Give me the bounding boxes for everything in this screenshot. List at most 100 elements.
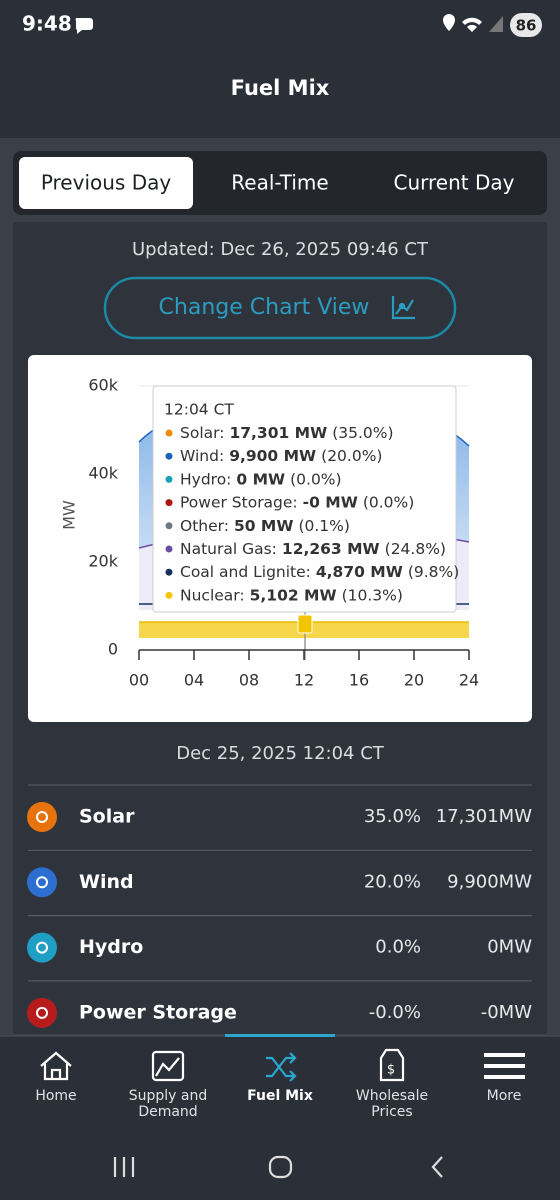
fuel-percent: 35.0% bbox=[364, 806, 421, 827]
fuel-icon-mark bbox=[36, 1006, 48, 1019]
supply-icon-line bbox=[155, 1057, 180, 1077]
tooltip-time: 12:04 CT bbox=[164, 401, 234, 419]
x-tick-label: 00 bbox=[129, 671, 149, 690]
fuel-mw: 9,900MW bbox=[447, 871, 532, 892]
signal-icon bbox=[489, 16, 503, 32]
fuel-percent: -0.0% bbox=[369, 1002, 421, 1023]
nav-label-line: Demand bbox=[138, 1104, 197, 1120]
x-tick-label: 12 bbox=[294, 671, 314, 690]
bottom-nav bbox=[0, 1036, 560, 1200]
battery-level: 86 bbox=[516, 17, 537, 35]
tooltip-mw: 0 MW bbox=[236, 470, 285, 488]
tooltip-mw: 4,870 MW bbox=[316, 563, 403, 581]
fuel-icon bbox=[27, 867, 57, 898]
fuel-mw: 17,301MW bbox=[436, 806, 533, 827]
fuel-icon-mark bbox=[36, 811, 48, 823]
nav-label[interactable]: Supply and Demand bbox=[129, 1088, 208, 1120]
tab-label[interactable]: Real-Time bbox=[231, 171, 328, 195]
nav-label[interactable]: Home bbox=[35, 1088, 76, 1104]
tooltip-mw: -0 MW bbox=[303, 493, 358, 511]
y-tick-label: 20k bbox=[88, 552, 118, 571]
tooltip-item: Power Storage: -0 MW (0.0%) bbox=[180, 493, 414, 511]
fuel-percent: 20.0% bbox=[364, 871, 421, 892]
nav-label[interactable]: Wholesale Prices bbox=[356, 1088, 428, 1120]
location-icon bbox=[443, 14, 455, 31]
home-icon bbox=[40, 1051, 72, 1081]
updated-time: Updated: Dec 26, 2025 09:46 CT bbox=[132, 239, 429, 260]
tooltip-name: Natural Gas: bbox=[180, 540, 277, 558]
tooltip-mw: 50 MW bbox=[234, 516, 294, 534]
tooltip-pct: (20.0%) bbox=[321, 447, 382, 465]
tooltip-name: Coal and Lignite: bbox=[180, 563, 311, 581]
tooltip-mw: 5,102 MW bbox=[250, 586, 337, 604]
legend-dot bbox=[165, 522, 173, 530]
tooltip-item: Other: 50 MW (0.1%) bbox=[180, 516, 350, 534]
fuel-mw: -0MW bbox=[481, 1002, 532, 1023]
tooltip-item: Nuclear: 5,102 MW (10.3%) bbox=[180, 586, 403, 604]
tooltip-mw: 12,263 MW bbox=[282, 540, 380, 558]
nav-icons bbox=[40, 1048, 525, 1082]
more-icon bbox=[484, 1053, 525, 1079]
legend-dot bbox=[165, 429, 173, 437]
change-chart-view-label[interactable]: Change Chart View bbox=[159, 295, 370, 320]
battery-pill bbox=[510, 13, 542, 37]
fuel-list: Solar 35.0% 17,301MW Wind 20.0% 9,900MW Hydro 0… bbox=[27, 784, 533, 1028]
tab-label[interactable]: Current Day bbox=[394, 171, 515, 195]
fuel-icon-mark bbox=[36, 941, 48, 954]
fuel-icon bbox=[27, 997, 57, 1028]
supply-icon bbox=[151, 1050, 185, 1082]
tooltip-mw: 17,301 MW bbox=[229, 424, 327, 442]
y-tick-label: 0 bbox=[108, 640, 118, 659]
fuel-icon bbox=[27, 802, 57, 832]
fuel-name: Hydro bbox=[79, 936, 143, 958]
tooltip bbox=[152, 385, 457, 613]
nav-label-line: Wholesale bbox=[356, 1088, 428, 1104]
tooltip-name: Other: bbox=[180, 516, 229, 534]
tooltip-name: Solar: bbox=[180, 424, 224, 442]
home-button[interactable] bbox=[268, 1155, 293, 1179]
chart-view-icon bbox=[391, 296, 415, 320]
x-tick-label: 08 bbox=[239, 671, 259, 690]
x-tick-label: 16 bbox=[349, 671, 369, 690]
fuel-mix-icon bbox=[266, 1052, 297, 1082]
legend-dot bbox=[165, 591, 173, 599]
change-chart-view-button[interactable] bbox=[103, 276, 457, 340]
legend-dot bbox=[165, 499, 173, 507]
nav-label[interactable]: Fuel Mix bbox=[247, 1088, 313, 1104]
scroll-content: Updated: Dec 26, 2025 09:46 CT Change Ch… bbox=[13, 222, 547, 1034]
prices-icon-symbol: $ bbox=[387, 1063, 395, 1078]
tooltip-item: Hydro: 0 MW (0.0%) bbox=[180, 470, 342, 488]
tooltip-name: Power Storage: bbox=[180, 493, 298, 511]
nav-label[interactable]: More bbox=[487, 1088, 522, 1104]
y-axis-label: MW bbox=[60, 500, 79, 530]
tooltip-item: Wind: 9,900 MW (20.0%) bbox=[180, 447, 382, 465]
tab-label[interactable]: Previous Day bbox=[41, 171, 172, 195]
nav-label-line: Prices bbox=[371, 1104, 412, 1120]
recents-button[interactable] bbox=[113, 1157, 135, 1177]
fuel-name: Solar bbox=[79, 806, 135, 828]
y-tick-label: 40k bbox=[88, 464, 118, 483]
chart: MW 0 20k 40k 60k 00 04 08 12 16 20 24 12:04 CT Solar… bbox=[60, 376, 480, 690]
tab-selected bbox=[19, 157, 193, 209]
nav-active-indicator bbox=[225, 1034, 335, 1037]
status-time: 9:48 bbox=[22, 12, 72, 36]
fuel-name: Wind bbox=[79, 871, 134, 893]
x-tick-label: 20 bbox=[404, 671, 424, 690]
x-tick-label: 04 bbox=[184, 671, 204, 690]
tooltip-name: Nuclear: bbox=[180, 586, 245, 604]
tooltip-pct: (35.0%) bbox=[332, 424, 393, 442]
back-button[interactable] bbox=[431, 1156, 443, 1178]
fuel-name: Power Storage bbox=[79, 1001, 237, 1023]
tooltip-pct: (0.0%) bbox=[290, 470, 341, 488]
tooltip-pct: (0.0%) bbox=[363, 493, 414, 511]
fuel-mw: 0MW bbox=[487, 937, 532, 958]
page-title: Fuel Mix bbox=[231, 76, 330, 100]
y-tick-label: 60k bbox=[88, 376, 118, 395]
cursor-handle[interactable] bbox=[297, 614, 313, 634]
legend-dot bbox=[165, 475, 173, 483]
fuel-percent: 0.0% bbox=[375, 937, 421, 958]
tooltip-pct: (0.1%) bbox=[298, 516, 349, 534]
fuel-icon-mark bbox=[36, 876, 48, 889]
